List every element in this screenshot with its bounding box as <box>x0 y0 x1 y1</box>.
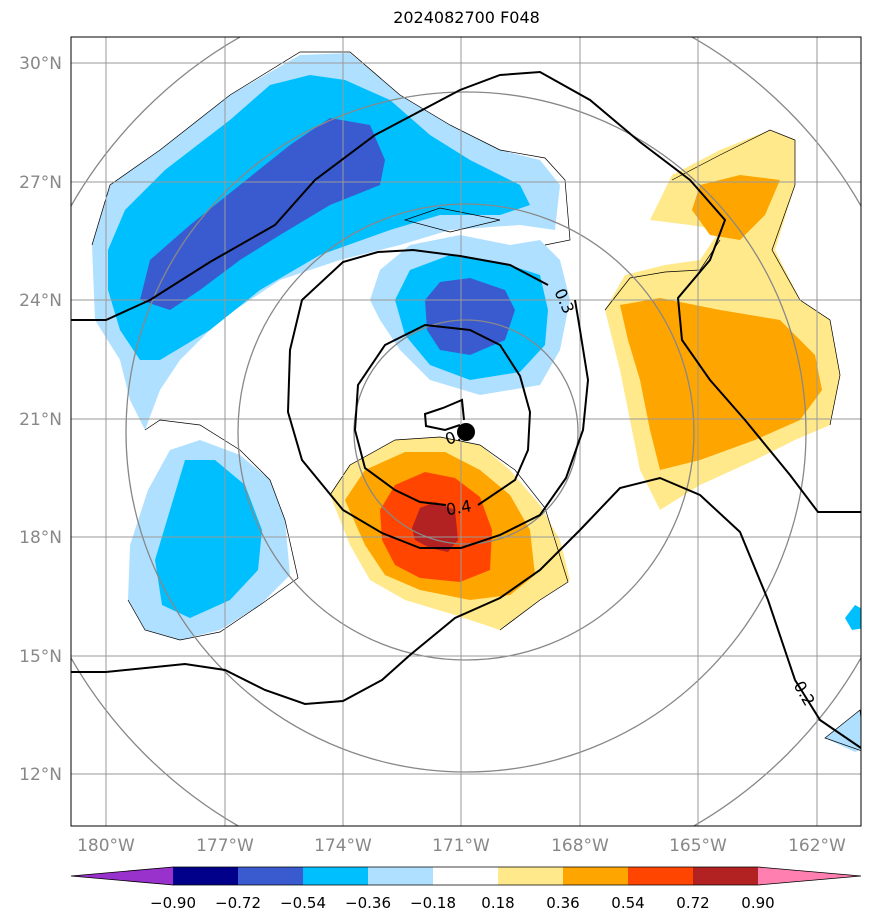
zero-contours <box>91 51 861 751</box>
contour-label-0-2: 0.2 <box>790 678 819 710</box>
map-title: 2024082700 F048 <box>393 8 540 27</box>
colorbar-swatch <box>628 867 693 885</box>
plot-frame <box>70 36 862 827</box>
colorbar-label: −0.18 <box>410 894 456 912</box>
fill-blue-nw <box>108 75 530 360</box>
colorbar-label: −0.36 <box>345 894 391 912</box>
lon-label: 162°W <box>788 836 846 856</box>
colorbar-swatch <box>368 867 433 885</box>
fill-orange-ne <box>692 175 780 240</box>
contour-center-wiggle <box>423 398 465 432</box>
contour-0-4-inner <box>353 323 532 506</box>
lat-label: 12°N <box>19 765 62 785</box>
fill-blue-east <box>845 605 861 630</box>
fill-darkred-south <box>412 502 458 552</box>
colorbar-label: −0.72 <box>215 894 261 912</box>
contour-label-0-4: 0.4 <box>444 496 472 519</box>
lat-label: 24°N <box>19 291 62 311</box>
range-rings <box>71 37 861 826</box>
colorbar-label: 0.54 <box>611 894 644 912</box>
colorbar-swatch <box>498 867 563 885</box>
colorbar <box>70 866 862 886</box>
colorbar-swatch <box>563 867 628 885</box>
colorbar-label: 0.36 <box>546 894 579 912</box>
colorbar-swatch <box>693 867 758 885</box>
latitude-labels: 30°N 27°N 24°N 21°N 18°N 15°N 12°N <box>19 54 62 785</box>
contour-0-2-south <box>71 476 861 749</box>
colorbar-label: 0.18 <box>481 894 514 912</box>
lat-label: 15°N <box>19 647 62 667</box>
black-contours <box>71 70 861 749</box>
lat-label: 27°N <box>19 173 62 193</box>
lon-label: 165°W <box>669 836 727 856</box>
lon-label: 177°W <box>196 836 254 856</box>
lon-label: 171°W <box>432 836 490 856</box>
lon-label: 174°W <box>314 836 372 856</box>
colorbar-swatch <box>238 867 303 885</box>
map-area: 0.3 0.4 0.2 0. <box>71 37 861 826</box>
colorbar-label: 0.72 <box>676 894 709 912</box>
contour-0-2-north <box>71 70 861 513</box>
lon-label: 180°W <box>77 836 135 856</box>
colorbar-swatch <box>433 867 498 885</box>
longitude-labels: 180°W 177°W 174°W 171°W 168°W 165°W 162°… <box>77 836 846 856</box>
colorbar-label: −0.90 <box>150 894 196 912</box>
fill-royalblue-center <box>425 278 515 355</box>
lat-label: 18°N <box>19 528 62 548</box>
lat-label: 21°N <box>19 410 62 430</box>
colorbar-label: −0.54 <box>280 894 326 912</box>
fill-blue-sw <box>155 460 262 618</box>
colorbar-swatch <box>303 867 368 885</box>
colorbar-label: 0.90 <box>741 894 774 912</box>
colorbar-labels: −0.90 −0.72 −0.54 −0.36 −0.18 0.18 0.36 … <box>150 894 775 912</box>
fill-royalblue-nw <box>140 118 385 310</box>
contour-0-3-loop <box>286 248 590 549</box>
lon-label: 168°W <box>551 836 609 856</box>
colorbar-min-extend <box>71 867 173 885</box>
colorbar-swatch <box>173 867 238 885</box>
lat-label: 30°N <box>19 54 62 74</box>
storm-center-marker <box>457 423 475 441</box>
negative-anomaly-fills <box>92 53 861 752</box>
fill-orange-ne2 <box>620 298 822 470</box>
colorbar-max-extend <box>758 867 861 885</box>
